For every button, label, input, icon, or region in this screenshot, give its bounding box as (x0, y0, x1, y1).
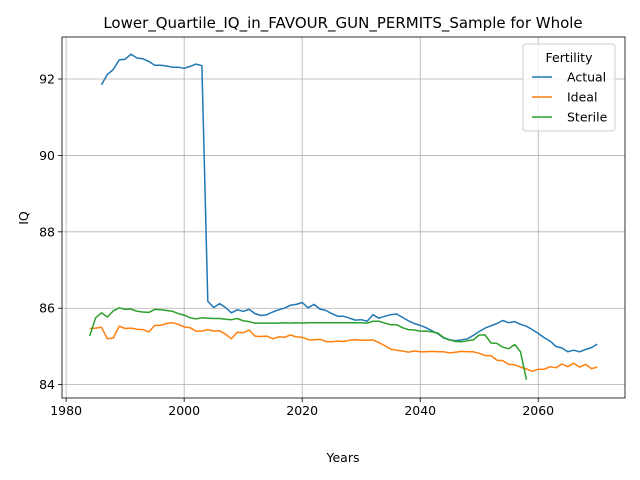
y-axis-label: IQ (16, 211, 31, 225)
series-lines (88, 53, 598, 380)
y-tick-label: 86 (39, 301, 55, 316)
legend: Fertility Actual Ideal Sterile (522, 43, 616, 132)
x-tick-label: 1980 (50, 403, 82, 418)
y-tick-label: 88 (39, 224, 55, 239)
y-tick-label: 84 (39, 377, 55, 392)
legend-label-sterile: Sterile (567, 110, 608, 125)
legend-box (522, 43, 616, 132)
legend-label-ideal: Ideal (567, 90, 597, 105)
x-axis-ticks: 1980 2000 2020 2040 2060 (50, 398, 554, 418)
x-tick-label: 2020 (286, 403, 318, 418)
legend-label-actual: Actual (567, 70, 606, 85)
y-tick-label: 90 (39, 148, 55, 163)
chart-title: Lower_Quartile_IQ_in_FAVOUR_GUN_PERMITS_… (103, 14, 582, 33)
legend-entries: Actual Ideal Sterile (532, 70, 608, 125)
series-line-sterile (88, 307, 528, 380)
x-tick-label: 2060 (522, 403, 554, 418)
series-line-ideal (89, 321, 598, 373)
x-axis-label: Years (326, 450, 360, 465)
legend-title: Fertility (546, 50, 594, 65)
x-tick-label: 2000 (168, 403, 200, 418)
plot-frame (61, 36, 626, 399)
y-tick-label: 92 (39, 72, 55, 87)
y-axis-ticks: 84 86 88 90 92 (39, 72, 62, 392)
series-line-actual (100, 53, 598, 353)
x-tick-label: 2040 (404, 403, 436, 418)
